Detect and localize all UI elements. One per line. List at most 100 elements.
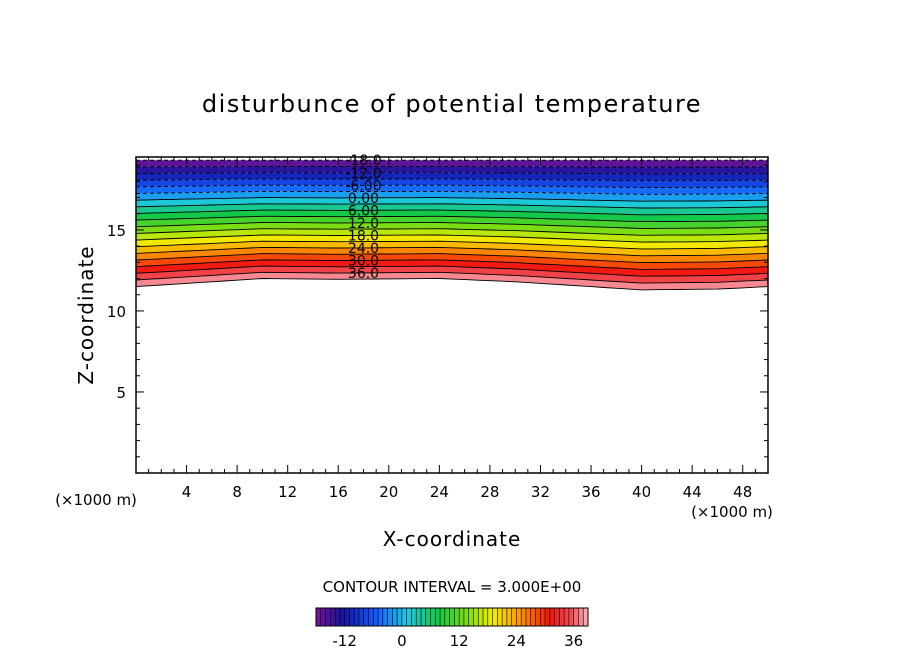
colorbar-swatch: [363, 608, 369, 626]
colorbar-swatch: [320, 608, 326, 626]
contour-line: [136, 271, 768, 284]
colorbar-swatch: [378, 608, 384, 626]
y-axis-label: Z-coordinate: [74, 245, 98, 384]
colorbar-swatch: [358, 608, 365, 626]
contour-value-label: -6.00: [345, 178, 381, 194]
contour-line: [136, 228, 768, 236]
y-tick-label: 15: [107, 222, 126, 240]
colorbar-ticks: -12 0 12 24 36: [332, 632, 583, 650]
contour-band: [136, 228, 768, 243]
colorbar-swatch: [564, 608, 570, 626]
colorbar-tick-label: 36: [564, 632, 583, 650]
colorbar-swatch: [392, 608, 398, 626]
contour-band: [136, 172, 768, 181]
contour-value-label: 12.0: [348, 216, 379, 232]
colorbar-swatch: [459, 608, 465, 626]
contour-band: [136, 241, 768, 256]
colorbar-swatch: [502, 608, 508, 626]
colorbar: [315, 608, 589, 626]
contour-band: [136, 235, 768, 249]
colorbar-swatch: [411, 608, 417, 626]
colorbar-tick-label: 12: [450, 632, 469, 650]
chart-title: disturbunce of potential temperature: [202, 90, 702, 118]
contour-line: [136, 234, 768, 243]
contour-line: [136, 166, 768, 168]
contour-band: [136, 166, 768, 174]
colorbar-swatch: [483, 608, 489, 626]
colorbar-swatch: [530, 608, 536, 626]
colorbar-swatch: [444, 608, 450, 626]
x-unit-label-left: (×1000 m): [55, 491, 137, 509]
contour-line: [136, 197, 768, 202]
contour-line-layer: [136, 159, 768, 291]
colorbar-swatch: [416, 608, 422, 626]
colorbar-swatch: [435, 608, 441, 626]
colorbar-swatch: [316, 608, 322, 626]
colorbar-swatch: [325, 608, 331, 626]
colorbar-swatch: [497, 608, 503, 626]
contour-line: [136, 222, 768, 229]
colorbar-swatch: [516, 608, 522, 626]
colorbar-swatch: [335, 608, 341, 626]
contour-line: [136, 172, 768, 175]
colorbar-tick-label: 24: [507, 632, 526, 650]
x-tick-label: 16: [329, 483, 348, 501]
colorbar-swatch: [535, 608, 541, 626]
contour-line: [136, 209, 768, 216]
colorbar-swatch: [368, 608, 374, 626]
colorbar-swatch: [492, 608, 498, 626]
contour-line: [136, 184, 768, 188]
contour-value-label: 0.00: [348, 191, 379, 207]
colorbar-swatch: [339, 608, 345, 626]
colorbar-swatch: [540, 608, 546, 626]
contour-value-label: 18.0: [348, 228, 379, 244]
contour-band: [136, 259, 768, 277]
colorbar-tick-label: -12: [332, 632, 357, 650]
contour-value-label: -12.0: [345, 166, 381, 182]
colorbar-swatch: [578, 608, 584, 626]
contour-band: [136, 272, 768, 290]
contour-band: [136, 191, 768, 202]
contour-band: [136, 197, 768, 208]
contour-line: [136, 253, 768, 264]
contour-interval-label: CONTOUR INTERVAL = 3.000E+00: [323, 578, 582, 596]
x-tick-label: 40: [632, 483, 651, 501]
x-tick-label: 20: [379, 483, 398, 501]
colorbar-swatch: [425, 608, 431, 626]
colorbar-swatch: [525, 608, 532, 626]
colorbar-swatch: [487, 608, 493, 626]
colorbar-swatch: [354, 608, 360, 626]
contour-band: [136, 210, 768, 222]
colorbar-swatch: [373, 608, 379, 626]
colorbar-swatch: [382, 608, 388, 626]
x-tick-label: 32: [531, 483, 550, 501]
colorbar-swatch: [330, 608, 336, 626]
colorbar-swatch: [549, 608, 555, 626]
x-axis-label: X-coordinate: [383, 527, 522, 551]
contour-line: [136, 278, 768, 291]
colorbar-swatch: [506, 608, 512, 626]
y-axis: 5 10 15: [107, 164, 768, 458]
contour-band: [136, 160, 768, 168]
colorbar-swatch: [478, 608, 484, 626]
colorbar-swatch: [440, 608, 446, 626]
contour-band: [136, 266, 768, 284]
colorbar-swatch: [344, 608, 350, 626]
contour-band: [136, 185, 768, 195]
colorbar-swatch: [406, 608, 412, 626]
colorbar-swatch: [463, 608, 469, 626]
y-tick-label: 10: [107, 303, 126, 321]
x-tick-label: 8: [232, 483, 242, 501]
colorbar-swatch: [420, 608, 427, 626]
colorbar-swatch: [449, 608, 455, 626]
colorbar-swatch: [454, 608, 460, 626]
contour-line: [136, 190, 768, 195]
contour-line: [136, 178, 768, 182]
contour-line: [136, 259, 768, 270]
contour-band: [136, 178, 768, 188]
x-tick-label: 36: [581, 483, 600, 501]
colorbar-swatch: [583, 608, 589, 626]
contour-line: [136, 265, 768, 277]
contour-line: [136, 246, 768, 257]
colorbar-frame: [315, 607, 589, 627]
